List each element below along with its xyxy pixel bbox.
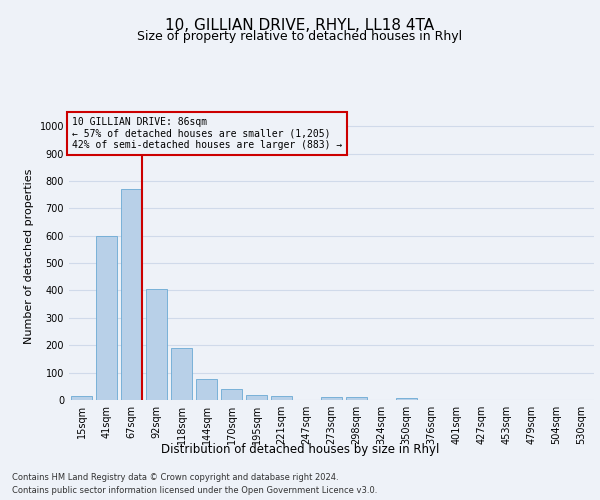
Bar [196, 378, 217, 400]
Bar [146, 289, 167, 400]
Bar [96, 236, 117, 400]
Bar [71, 396, 92, 400]
Text: Contains public sector information licensed under the Open Government Licence v3: Contains public sector information licen… [12, 486, 377, 495]
Y-axis label: Number of detached properties: Number of detached properties [24, 168, 34, 344]
Bar [171, 348, 192, 400]
Bar [321, 396, 342, 400]
Text: Distribution of detached houses by size in Rhyl: Distribution of detached houses by size … [161, 442, 439, 456]
Bar [221, 389, 242, 400]
Bar [271, 396, 292, 400]
Text: Size of property relative to detached houses in Rhyl: Size of property relative to detached ho… [137, 30, 463, 43]
Bar [246, 395, 267, 400]
Text: Contains HM Land Registry data © Crown copyright and database right 2024.: Contains HM Land Registry data © Crown c… [12, 472, 338, 482]
Bar [346, 396, 367, 400]
Text: 10, GILLIAN DRIVE, RHYL, LL18 4TA: 10, GILLIAN DRIVE, RHYL, LL18 4TA [166, 18, 434, 32]
Bar [396, 398, 417, 400]
Bar [121, 189, 142, 400]
Text: 10 GILLIAN DRIVE: 86sqm
← 57% of detached houses are smaller (1,205)
42% of semi: 10 GILLIAN DRIVE: 86sqm ← 57% of detache… [71, 117, 342, 150]
